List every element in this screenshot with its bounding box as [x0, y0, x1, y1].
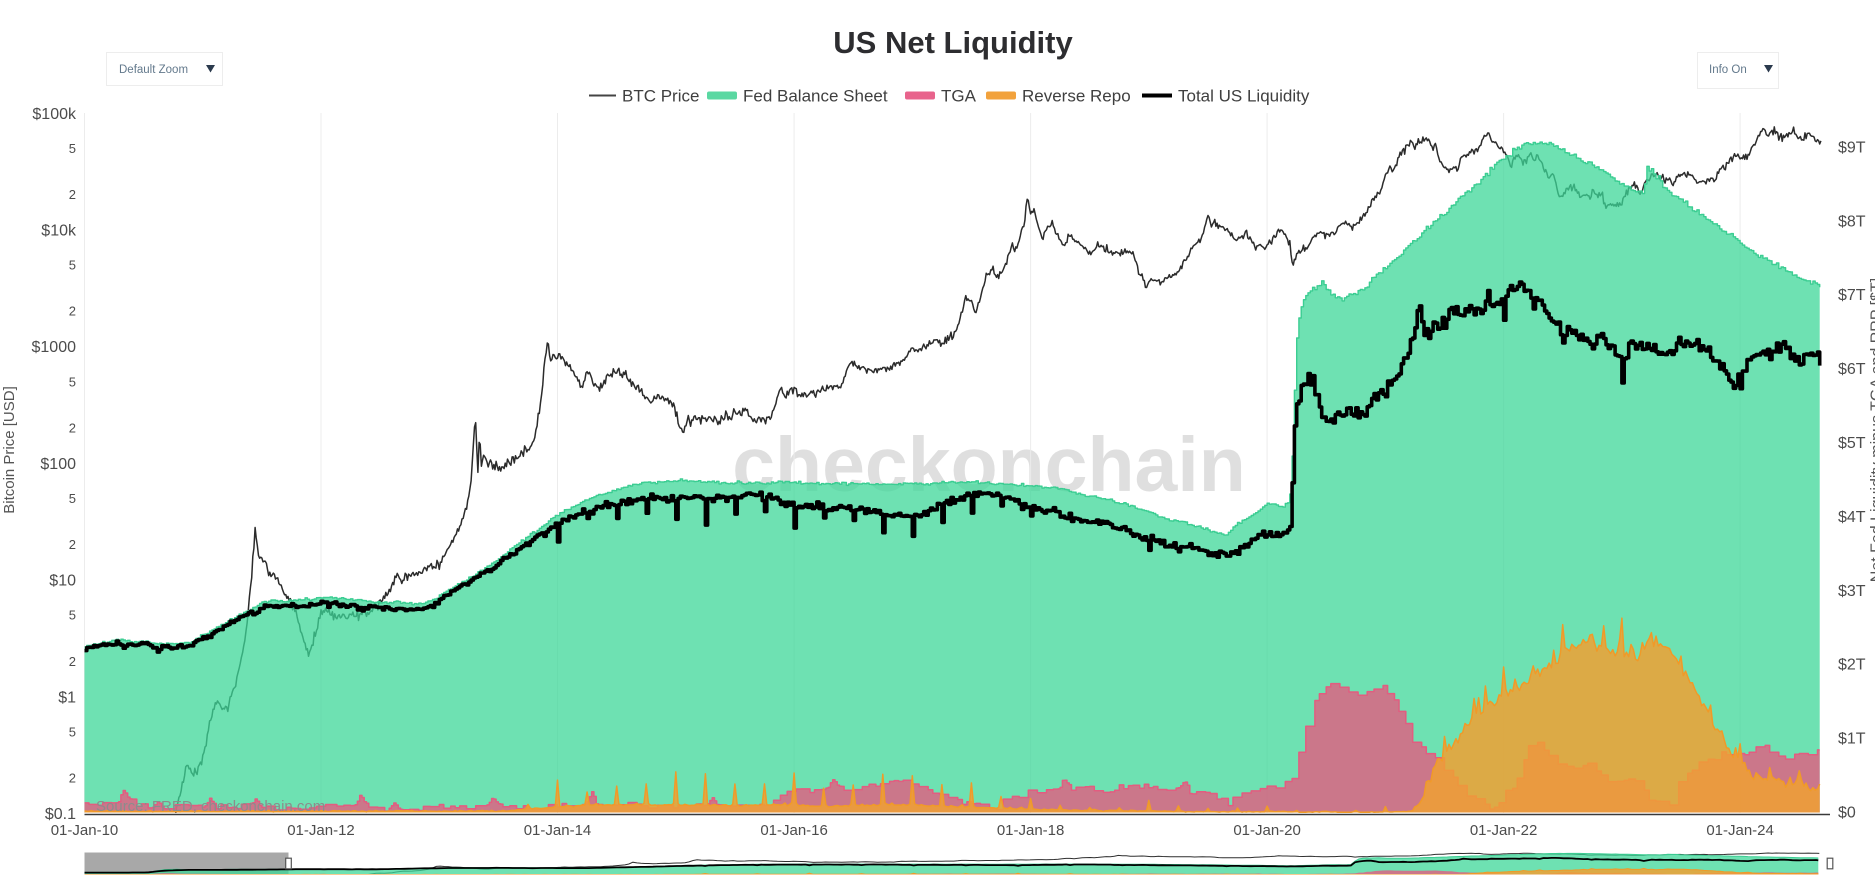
svg-text:01-Jan-16: 01-Jan-16: [760, 822, 828, 839]
svg-text:5: 5: [69, 724, 76, 739]
svg-text:TGA: TGA: [941, 87, 977, 106]
svg-text:01-Jan-14: 01-Jan-14: [524, 822, 592, 839]
svg-text:$10k: $10k: [41, 223, 77, 240]
svg-text:$7T: $7T: [1838, 287, 1866, 304]
svg-text:$100: $100: [40, 456, 76, 473]
svg-text:$1: $1: [58, 689, 76, 706]
svg-text:Info On: Info On: [1709, 64, 1747, 76]
svg-text:01-Jan-18: 01-Jan-18: [997, 822, 1065, 839]
svg-text:01-Jan-20: 01-Jan-20: [1233, 822, 1301, 839]
svg-text:2: 2: [69, 187, 76, 202]
svg-text:$100k: $100k: [32, 106, 77, 123]
svg-text:2: 2: [69, 771, 76, 786]
svg-text:Net Fed Liquidity minus TGA an: Net Fed Liquidity minus TGA and RRP [$T]: [1869, 278, 1875, 582]
svg-text:$9T: $9T: [1838, 139, 1866, 156]
svg-text:01-Jan-12: 01-Jan-12: [287, 822, 355, 839]
svg-text:US Net Liquidity: US Net Liquidity: [833, 25, 1073, 60]
svg-text:$8T: $8T: [1838, 213, 1866, 230]
svg-text:Total US Liquidity: Total US Liquidity: [1178, 87, 1310, 106]
svg-text:01-Jan-10: 01-Jan-10: [51, 822, 119, 839]
svg-text:5: 5: [69, 608, 76, 623]
svg-text:5: 5: [69, 258, 76, 273]
svg-text:2: 2: [69, 420, 76, 435]
svg-text:5: 5: [69, 491, 76, 506]
svg-text:Source: FRED, checkonchain.com: Source: FRED, checkonchain.com: [96, 798, 325, 815]
svg-text:2: 2: [69, 304, 76, 319]
svg-text:5: 5: [69, 374, 76, 389]
svg-text:$6T: $6T: [1838, 361, 1866, 378]
svg-text:5: 5: [69, 141, 76, 156]
svg-text:$4T: $4T: [1838, 509, 1866, 526]
svg-text:Fed Balance Sheet: Fed Balance Sheet: [743, 87, 888, 106]
svg-text:BTC Price: BTC Price: [622, 87, 699, 106]
svg-text:$2T: $2T: [1838, 657, 1866, 674]
svg-text:$5T: $5T: [1838, 435, 1866, 452]
svg-text:Default Zoom: Default Zoom: [119, 64, 188, 76]
svg-text:$0: $0: [1838, 805, 1856, 822]
svg-text:$1000: $1000: [32, 339, 77, 356]
svg-text:$3T: $3T: [1838, 583, 1866, 600]
svg-text:01-Jan-22: 01-Jan-22: [1470, 822, 1538, 839]
svg-text:Reverse Repo: Reverse Repo: [1022, 87, 1131, 106]
svg-text:Bitcoin Price [USD]: Bitcoin Price [USD]: [1, 386, 18, 514]
svg-text:$0.1: $0.1: [45, 806, 76, 823]
svg-text:$10: $10: [49, 573, 76, 590]
svg-text:2: 2: [69, 537, 76, 552]
svg-text:2: 2: [69, 654, 76, 669]
svg-text:$1T: $1T: [1838, 731, 1866, 748]
svg-text:01-Jan-24: 01-Jan-24: [1706, 822, 1774, 839]
